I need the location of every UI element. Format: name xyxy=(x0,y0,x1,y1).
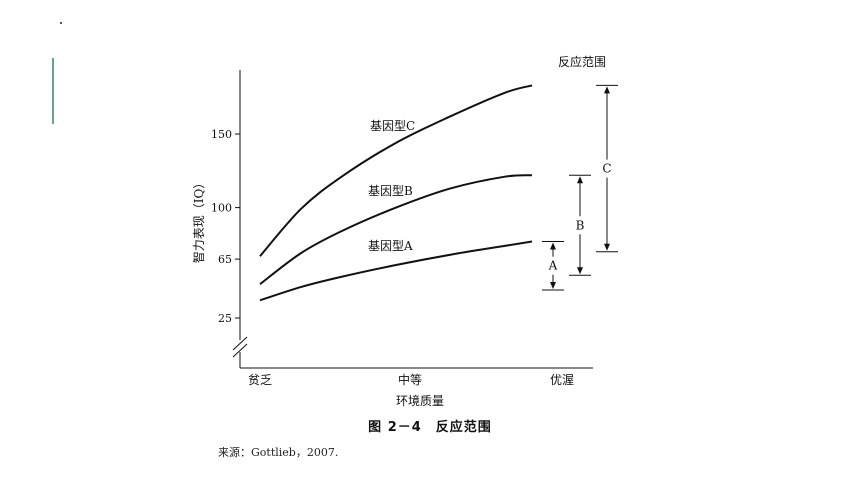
series-line xyxy=(259,240,533,302)
y-tick-label: 100 xyxy=(211,202,232,215)
range-arrow-down xyxy=(604,243,610,251)
series-label: 基因型A xyxy=(368,239,413,253)
figure-caption: 图 2－4 反应范围 xyxy=(0,416,860,435)
series-line xyxy=(259,174,533,285)
series-label: 基因型B xyxy=(368,184,413,198)
y-axis-title: 智力表现（IQ） xyxy=(191,177,206,264)
axis-break-mark xyxy=(232,336,248,351)
reaction-range-title: 反应范围 xyxy=(558,54,606,69)
range-label: B xyxy=(576,218,585,232)
range-arrow-up xyxy=(577,176,583,184)
accent-bar xyxy=(52,58,54,124)
range-arrow-up xyxy=(604,86,610,94)
reaction-range-brackets: A B C xyxy=(542,84,618,291)
slide-dot xyxy=(60,22,62,24)
chart-series xyxy=(259,84,533,302)
figure-number: 图 2－4 xyxy=(368,420,422,435)
range-label: C xyxy=(602,162,611,176)
chart-axes: 25 65 100 150 xyxy=(211,70,593,369)
y-tick-label: 25 xyxy=(218,312,232,325)
x-tick-label: 贫乏 xyxy=(248,372,272,387)
series-line xyxy=(259,84,533,257)
x-axis-title: 环境质量 xyxy=(396,393,444,408)
range-arrow-down xyxy=(550,282,556,290)
series-label: 基因型C xyxy=(370,119,415,133)
range-label: A xyxy=(548,259,558,273)
x-tick-label: 中等 xyxy=(398,372,422,387)
x-tick-label: 优渥 xyxy=(550,373,574,387)
y-tick-label: 65 xyxy=(218,253,232,266)
axis-break-mark xyxy=(232,343,248,358)
figure-source: 来源：Gottlieb，2007. xyxy=(218,446,339,459)
y-tick-label: 150 xyxy=(211,128,232,141)
range-arrow-down xyxy=(577,267,583,275)
range-arrow-up xyxy=(550,242,556,250)
figure-title: 反应范围 xyxy=(435,420,492,435)
